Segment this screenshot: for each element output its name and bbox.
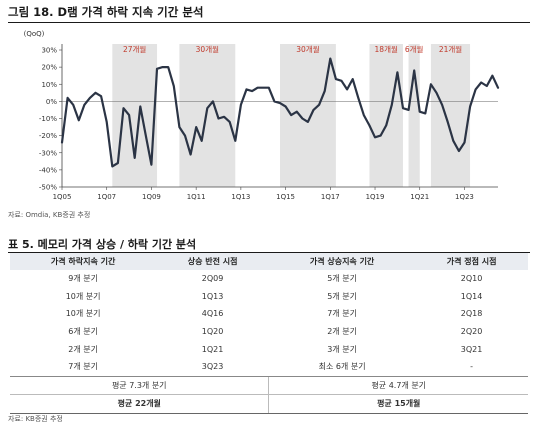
header-decline-duration: 가격 하락지속 기간	[10, 253, 157, 270]
y-tick-label: -40%	[39, 166, 57, 174]
decline-period-label: 6개월	[405, 44, 424, 54]
y-tick-label: 20%	[41, 64, 57, 72]
cell-decline-duration: 9개 분기	[68, 274, 98, 284]
cell-decline-duration: 7개 분기	[68, 362, 98, 372]
decline-period-label: 21개월	[439, 44, 462, 54]
y-tick-label: -50%	[39, 184, 57, 192]
x-tick-label: 1Q07	[97, 193, 116, 201]
chart-axes	[61, 44, 498, 188]
cell-decline-duration: 10개 분기	[65, 309, 101, 319]
y-tick-label: 10%	[41, 81, 57, 89]
x-tick-label: 1Q23	[455, 193, 474, 201]
table-title: 표 5. 메모리 가격 상승 / 하락 기간 분석	[8, 238, 197, 251]
cell-reversal-point: 2Q09	[201, 274, 224, 284]
cell-reversal-point: 4Q16	[201, 309, 224, 319]
table-source: 자료: KB증권 추정	[8, 415, 63, 423]
cell-rise-duration: 2개 분기	[327, 327, 357, 337]
x-tick-label: 1Q21	[410, 193, 429, 201]
avg-decline-quarters: 평균 7.3개 분기	[10, 375, 269, 395]
cell-peak-point: 2Q20	[460, 327, 483, 337]
decline-period-label: 30개월	[196, 44, 219, 54]
decline-period-band	[430, 44, 471, 187]
cell-reversal-point: 1Q20	[201, 327, 224, 337]
decline-period-band	[280, 44, 336, 187]
table-row: 7개 분기 3Q23 최소 6개 분기 -	[10, 358, 528, 376]
cell-peak-point: 3Q21	[460, 344, 483, 354]
y-tick-label: -10%	[39, 115, 57, 123]
cell-reversal-point: 3Q23	[201, 362, 224, 372]
x-tick-label: 1Q11	[187, 193, 206, 201]
cell-decline-duration: 2개 분기	[68, 344, 98, 354]
cell-peak-point: 2Q18	[460, 309, 483, 319]
cell-rise-duration: 5개 분기	[327, 291, 357, 301]
x-tick-label: 1Q17	[321, 193, 340, 201]
table-title-rule	[8, 252, 530, 253]
memory-price-cycle-table: 가격 하락지속 기간 상승 반전 시점 가격 상승지속 기간 가격 정점 시점 …	[10, 253, 528, 414]
x-tick-label: 1Q19	[366, 193, 385, 201]
header-peak-point: 가격 정점 시점	[415, 253, 528, 270]
cell-decline-duration: 10개 분기	[65, 291, 101, 301]
price-series	[60, 57, 500, 168]
decline-period-band	[179, 44, 236, 187]
decline-period-label: 30개월	[296, 44, 319, 54]
cell-peak-point: 1Q14	[460, 291, 483, 301]
table-row: 2개 분기 1Q21 3개 분기 3Q21	[10, 340, 528, 358]
avg-rise-months: 평균 15개월	[268, 394, 528, 414]
average-quarters-row: 평균 7.3개 분기 평균 4.7개 분기	[10, 375, 528, 395]
table-row: 10개 분기 1Q13 5개 분기 1Q14	[10, 288, 528, 306]
decline-period-band	[408, 44, 420, 187]
x-tick-label: 1Q15	[276, 193, 295, 201]
y-tick-label: -30%	[39, 149, 57, 157]
cell-reversal-point: 1Q13	[201, 291, 224, 301]
cell-rise-duration: 3개 분기	[327, 344, 357, 354]
cell-rise-duration: 7개 분기	[327, 309, 357, 319]
avg-rise-quarters: 평균 4.7개 분기	[268, 375, 528, 395]
decline-period-band	[112, 44, 158, 187]
cell-decline-duration: 6개 분기	[68, 327, 98, 337]
decline-period-shading	[112, 44, 471, 187]
avg-decline-months: 평균 22개월	[10, 394, 269, 414]
figure-source: 자료: Omdia, KB증권 추정	[8, 211, 91, 219]
table-row: 10개 분기 4Q16 7개 분기 2Q18	[10, 305, 528, 323]
decline-period-band	[369, 44, 403, 187]
y-tick-labels: 30% 20% 10% 0% -10% -20% -30% -40% -50%	[39, 47, 62, 192]
table-header-row: 가격 하락지속 기간 상승 반전 시점 가격 상승지속 기간 가격 정점 시점	[10, 253, 528, 270]
cell-reversal-point: 1Q21	[201, 344, 224, 354]
cell-peak-point: -	[470, 362, 474, 372]
y-tick-label: 0%	[46, 98, 57, 106]
figure-title: 그림 18. D램 가격 하락 지속 기간 분석	[8, 5, 204, 19]
decline-period-labels: 27개월 30개월 30개월 18개월 6개월 21개월	[123, 44, 462, 54]
dram-price-chart: 30% 20% 10% 0% -10% -20% -30% -40% -50% 1Q05 1Q07…	[24, 30, 500, 201]
table-row: 6개 분기 1Q20 2개 분기 2Q20	[10, 323, 528, 341]
header-reversal-point: 상승 반전 시점	[156, 253, 269, 270]
qoq-price-line	[60, 57, 500, 168]
cell-rise-duration: 5개 분기	[327, 274, 357, 284]
title-rule	[8, 22, 530, 23]
y-tick-label: 30%	[41, 47, 57, 55]
y-axis-unit-label: (QoQ)	[24, 30, 45, 38]
average-months-row: 평균 22개월 평균 15개월	[10, 394, 528, 414]
header-rise-duration: 가격 상승지속 기간	[268, 253, 416, 270]
cell-peak-point: 2Q10	[460, 274, 483, 284]
table-row: 9개 분기 2Q09 5개 분기 2Q10	[10, 270, 528, 288]
y-tick-label: -20%	[39, 132, 57, 140]
x-tick-label: 1Q13	[231, 193, 250, 201]
x-tick-label: 1Q09	[142, 193, 161, 201]
x-tick-label: 1Q05	[53, 193, 72, 201]
x-tick-labels: 1Q05 1Q07 1Q09 1Q11 1Q13 1Q15 1Q17 1Q19 1Q21 1Q23	[53, 187, 474, 201]
decline-period-label: 18개월	[375, 44, 398, 54]
decline-period-label: 27개월	[123, 44, 146, 54]
cell-rise-duration: 최소 6개 분기	[318, 362, 366, 372]
